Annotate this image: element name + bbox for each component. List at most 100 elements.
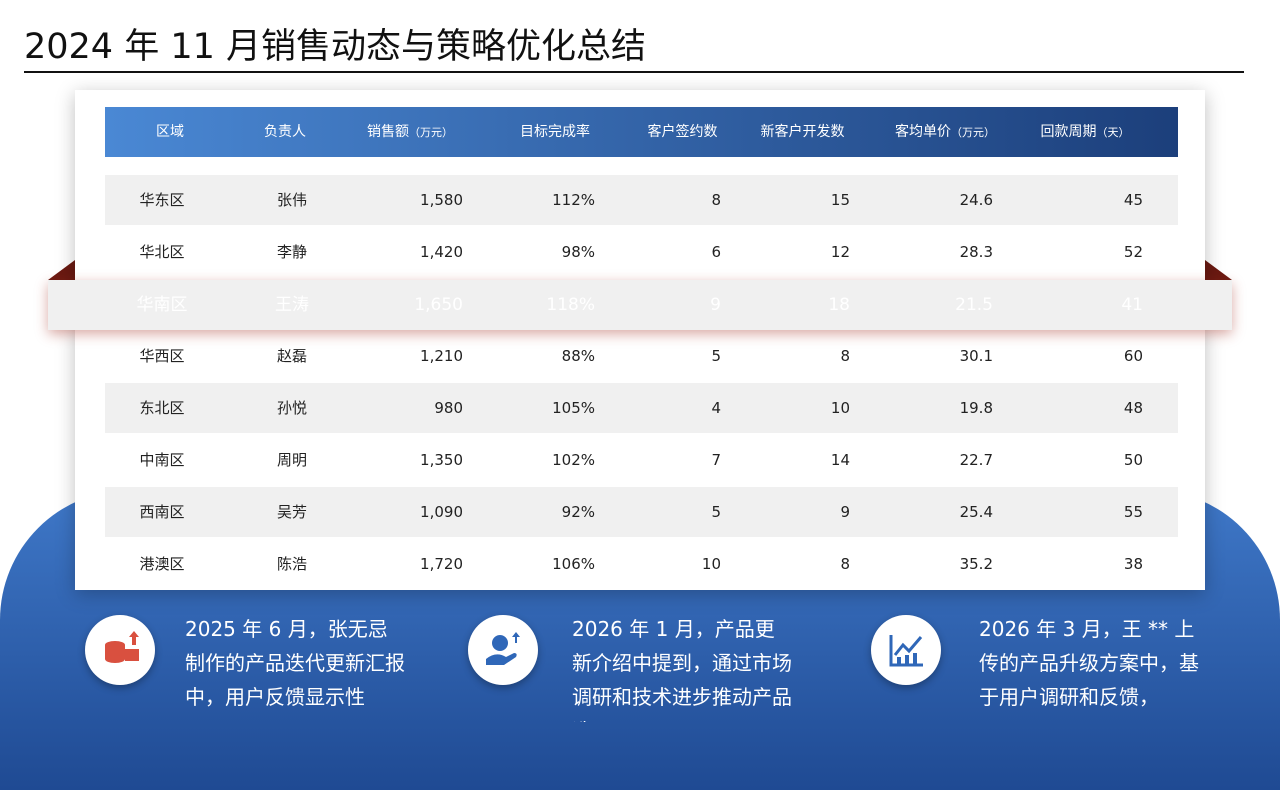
table-cell: 41 <box>1121 295 1143 315</box>
column-header: 回款周期（天） <box>1025 107 1145 157</box>
icon-graphic <box>889 635 923 667</box>
table-cell: 102% <box>552 451 595 469</box>
table-cell: 8 <box>711 191 721 209</box>
table-cell: 李静 <box>276 243 307 261</box>
table-cell: 5 <box>711 503 721 521</box>
header-text: 区域 <box>135 124 205 140</box>
header-text: 客户签约数 <box>630 124 735 140</box>
table-cell: 980 <box>434 399 463 417</box>
table-cell: 1,420 <box>420 243 463 261</box>
table-cell: 88% <box>561 347 595 365</box>
table-row: 港澳区 陈浩 1,720 106% 10 8 35.2 38 <box>105 539 1178 589</box>
table-cell: 9 <box>710 295 721 315</box>
table-cell: 华西区 <box>139 347 185 365</box>
table-cell: 赵磊 <box>276 347 307 365</box>
header-label: 客均单价 <box>895 123 951 140</box>
table-cell: 1,090 <box>420 503 463 521</box>
table-row: 华北区 李静 1,420 98% 6 12 28.3 52 <box>105 227 1178 277</box>
header-text: 销售额（万元） <box>345 124 475 141</box>
table-cell: 华北区 <box>139 243 185 261</box>
header-text: 客均单价（万元） <box>895 124 995 141</box>
header-label: 目标完成率 <box>520 124 590 140</box>
table-cell: 张伟 <box>276 191 307 209</box>
table-row: 西南区 吴芳 1,090 92% 5 9 25.4 55 <box>105 487 1178 537</box>
table-cell: 1,720 <box>420 555 463 573</box>
table-cell: 35.2 <box>959 555 993 573</box>
icon-graphic <box>105 631 139 663</box>
table-cell: 9 <box>840 503 850 521</box>
table-cell: 118% <box>546 295 595 315</box>
table-row: 东北区 孙悦 980 105% 4 10 19.8 48 <box>105 383 1178 433</box>
table-cell: 14 <box>830 451 850 469</box>
table-cell: 60 <box>1123 347 1143 365</box>
table-cell: 15 <box>830 191 850 209</box>
table-cell: 1,650 <box>414 295 463 315</box>
header-label: 销售额 <box>367 123 409 140</box>
header-text: 目标完成率 <box>500 124 610 140</box>
table-cell: 华南区 <box>136 295 188 315</box>
table-cell: 1,350 <box>420 451 463 469</box>
header-label: 回款周期 <box>1040 123 1097 140</box>
table-cell: 21.5 <box>955 295 993 315</box>
table-header: 区域 负责人 销售额（万元） 目标完成率 客户签约数 新客户开发数 客均单价（万元） 回款周期… <box>105 107 1178 157</box>
icon-graphic <box>486 632 520 665</box>
table-cell: 25.4 <box>959 503 993 521</box>
fold <box>1205 260 1232 280</box>
table-cell: 112% <box>552 191 595 209</box>
title-rule <box>24 71 1244 73</box>
header-text: 回款周期（天） <box>1025 124 1145 141</box>
table-cell: 55 <box>1123 503 1143 521</box>
table-cell: 8 <box>840 555 850 573</box>
table-cell: 1,210 <box>420 347 463 365</box>
column-header: 目标完成率 <box>500 107 610 157</box>
table-cell: 52 <box>1123 243 1143 261</box>
table-cell: 4 <box>711 399 721 417</box>
table-cell: 8 <box>840 347 850 365</box>
table-cell: 48 <box>1123 399 1143 417</box>
header-label: 负责人 <box>264 124 306 140</box>
table-cell: 华东区 <box>139 191 185 209</box>
table-cell: 22.7 <box>959 451 993 469</box>
table-cell: 12 <box>830 243 850 261</box>
table-cell: 孙悦 <box>276 399 307 417</box>
table-cell: 10 <box>830 399 850 417</box>
table-cell: 陈浩 <box>276 555 307 573</box>
table-cell: 30.1 <box>959 347 993 365</box>
table-cell: 105% <box>552 399 595 417</box>
table-cell: 24.6 <box>959 191 993 209</box>
header-text: 新客户开发数 <box>745 124 860 140</box>
header-text: 负责人 <box>245 124 325 140</box>
page: 2024 年 11 月销售动态与策略优化总结 区域 负责人 销售额（万元） 目标完成率… <box>0 27 1280 790</box>
table-cell: 10 <box>701 555 721 573</box>
header-unit: （天） <box>1096 125 1130 139</box>
table-cell: 7 <box>711 451 721 469</box>
table-row: 中南区 周明 1,350 102% 7 14 22.7 50 <box>105 435 1178 485</box>
column-header: 新客户开发数 <box>745 107 860 157</box>
header-label: 客户签约数 <box>647 124 718 140</box>
table-cell: 98% <box>561 243 595 261</box>
column-header: 负责人 <box>245 107 325 157</box>
column-header: 销售额（万元） <box>345 107 475 157</box>
table-cell: 6 <box>711 243 721 261</box>
table-cell: 45 <box>1123 191 1143 209</box>
table-row: 华东区 张伟 1,580 112% 8 15 24.6 45 <box>105 175 1178 225</box>
header-unit: （万元） <box>951 125 995 139</box>
table-cell: 5 <box>711 347 721 365</box>
icon <box>871 615 941 685</box>
table-cell: 28.3 <box>959 243 993 261</box>
header-label: 新客户开发数 <box>760 124 845 140</box>
table-cell: 106% <box>552 555 595 573</box>
table-row: 华南区 王涛 1,650 118% 9 18 21.5 41 <box>48 280 1232 330</box>
title: 2024 年 11 月销售动态与策略优化总结 <box>24 27 646 67</box>
column-header: 客户签约数 <box>630 107 735 157</box>
table-cell: 92% <box>561 503 595 521</box>
table-cell: 周明 <box>276 451 307 469</box>
fold <box>48 260 75 280</box>
table-cell: 王涛 <box>275 295 309 315</box>
table-cell: 18 <box>828 295 850 315</box>
icon <box>85 615 155 685</box>
header-unit: （万元） <box>409 125 453 139</box>
card-text: 2026 年 3 月，王 ** 上传的产品升级方案中，基于用户调研和反馈， <box>979 617 1199 709</box>
table-cell: 中南区 <box>139 451 185 469</box>
table-cell: 西南区 <box>139 503 185 521</box>
